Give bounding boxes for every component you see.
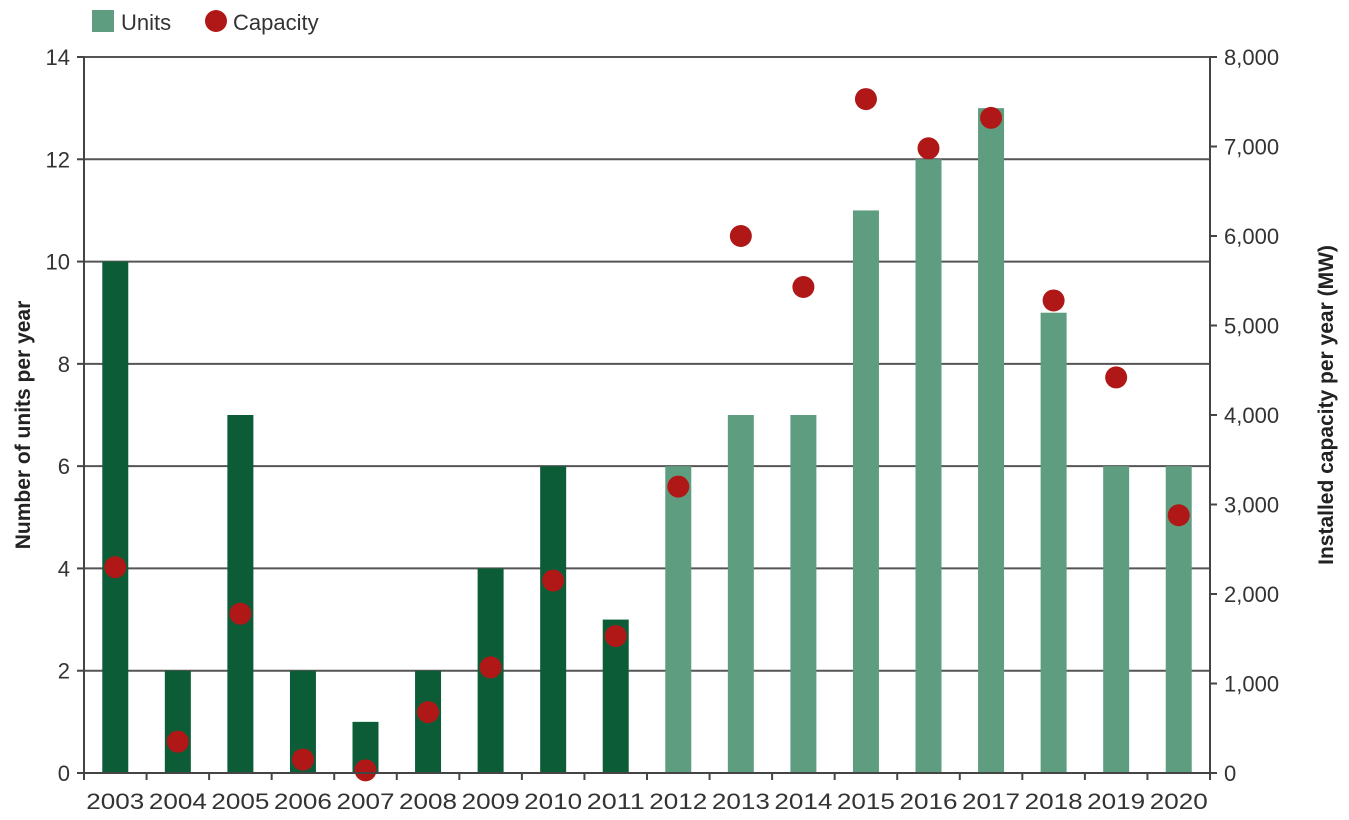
capacity-point [104,556,127,579]
legend-marker-capacity [205,10,227,32]
y2-tick-label: 4,000 [1224,403,1279,428]
capacity-point [354,759,377,782]
capacity-point [917,137,940,160]
y2-axis-title: Installed capacity per year (MW) [1315,245,1338,565]
x-tick-label: 2008 [399,789,457,814]
y2-tick-label: 5,000 [1224,314,1279,339]
x-tick-label: 2020 [1150,789,1208,814]
capacity-point [729,225,752,247]
capacity-point [1042,289,1065,312]
x-tick-label: 2011 [587,789,645,814]
bar [978,108,1005,773]
y2-tick-label: 8,000 [1224,45,1279,70]
capacity-point [854,88,877,111]
bar [852,210,879,773]
bar [790,415,817,773]
capacity-point [1167,504,1190,527]
capacity-point [667,475,690,498]
y-tick-label: 14 [46,45,70,70]
capacity-point [1105,366,1128,389]
y-tick-label: 10 [46,250,70,275]
bars-units [102,108,1192,774]
x-tick-label: 2007 [337,789,395,814]
x-tick-label: 2005 [211,789,269,814]
y2-tick-label: 1,000 [1224,672,1279,697]
x-tick-label: 2013 [712,789,770,814]
y-tick-label: 4 [58,556,70,581]
y2-tick-label: 7,000 [1224,135,1279,160]
capacity-point [417,701,440,724]
capacity-point [980,106,1003,129]
x-tick-label: 2009 [462,789,520,814]
bar [102,261,129,773]
y-tick-label: 0 [58,761,70,786]
x-tick-label: 2003 [86,789,144,814]
y-tick-label: 6 [58,454,70,479]
capacity-point [291,748,314,771]
capacity-point [166,730,189,753]
x-axis-tick-labels: 2003 2004 2005 2006 2007 2008 2009 2010 2011 2012… [86,789,1207,814]
markers-capacity [104,88,1190,782]
x-tick-label: 2018 [1025,789,1083,814]
bar [1103,466,1130,773]
capacity-point [604,625,627,648]
x-tick-label: 2014 [774,789,832,814]
y-axis-tick-labels: 0 2 4 6 8 10 12 14 [46,45,70,786]
x-tick-label: 2017 [962,789,1020,814]
y-axis-title: Number of units per year [12,301,35,550]
y2-tick-label: 6,000 [1224,224,1279,249]
legend-label-capacity: Capacity [233,10,319,35]
x-tick-label: 2019 [1087,789,1145,814]
x-tick-label: 2004 [149,789,207,814]
bar [540,466,567,773]
capacity-point [792,276,815,299]
bar [227,415,254,773]
y2-tick-label: 0 [1224,761,1236,786]
axes [77,56,1217,780]
bar [1040,312,1067,773]
bar [164,670,191,773]
legend: Units Capacity [92,10,319,35]
y2-axis-tick-labels: 0 1,000 2,000 3,000 4,000 5,000 6,000 7,000 8,00… [1224,45,1279,786]
bar [727,415,754,773]
legend-label-units: Units [121,10,171,35]
y-tick-label: 2 [58,659,70,684]
x-tick-label: 2010 [524,789,582,814]
bar [665,466,692,773]
x-tick-label: 2015 [837,789,895,814]
capacity-point [229,602,252,625]
legend-swatch-units [92,10,114,32]
y-tick-label: 8 [58,352,70,377]
y-tick-label: 12 [46,147,70,172]
bar [915,159,942,774]
y2-tick-label: 3,000 [1224,493,1279,518]
x-tick-label: 2012 [649,789,707,814]
x-tick-label: 2016 [900,789,958,814]
gridlines [84,56,1210,672]
x-tick-label: 2006 [274,789,332,814]
capacity-point [542,569,565,592]
capacity-point [479,656,502,679]
y2-tick-label: 2,000 [1224,582,1279,607]
